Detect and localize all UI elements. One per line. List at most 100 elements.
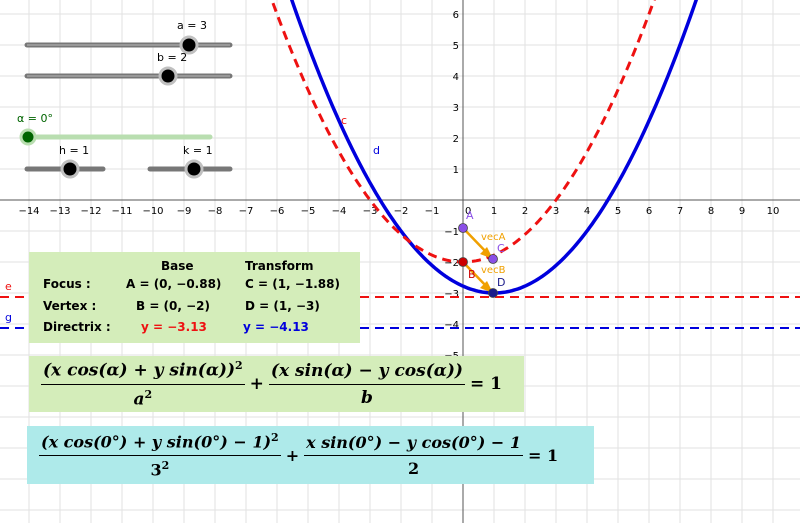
x-tick-label: −12 [80,206,101,217]
y-tick-label: −4 [444,320,459,331]
general-rhs: = 1 [469,374,502,394]
curve-d-label: d [373,144,380,157]
general-fraction-1: (x cos(α) + y sin(α))2 a2 [41,359,245,409]
x-tick-label: −1 [425,206,440,217]
x-tick-label: 1 [491,206,497,217]
point-B[interactable] [458,257,468,267]
slider-a-handle[interactable] [179,35,199,55]
x-tick-label: 4 [584,206,590,217]
specific-den-1-exp: 2 [161,458,170,472]
specific-plus: + [285,445,300,465]
specific-den-1: 3 [150,459,162,479]
slider-b[interactable] [24,66,233,86]
y-tick-label: 2 [453,134,459,145]
focus-base-value: A = (0, −0.88) [126,277,222,291]
x-tick-label: −5 [301,206,316,217]
vertex-label: Vertex : [43,299,97,313]
line-e-label: e [5,280,12,293]
slider-alpha-label: α = 0° [17,112,53,125]
slider-b-label: b = 2 [157,51,187,64]
slider-h-handle[interactable] [60,159,80,179]
x-tick-label: 8 [708,206,714,217]
y-tick-label: 6 [453,10,459,21]
directrix-transform-value: y = −4.13 [243,320,309,334]
y-tick-label: −3 [444,289,459,300]
tick-labels: −14 −13 −12 −11 −10 −9 −8 −7 −6 −5 −4 −3 −2 −1 0 1 2 3 4 5 6… [18,10,779,362]
focus-transform-value: C = (1, −1.88) [245,277,340,291]
focus-vertex-directrix-table: Base Transform Focus : A = (0, −0.88) C … [29,252,360,343]
point-D[interactable] [488,288,498,298]
point-A[interactable] [458,223,468,233]
slider-k[interactable] [147,159,233,179]
header-base: Base [161,259,194,273]
header-transform: Transform [245,259,314,273]
x-tick-label: −8 [208,206,223,217]
general-den-1: a [133,389,145,410]
x-tick-label: −11 [111,206,132,217]
x-tick-label: −9 [177,206,192,217]
line-g-label: g [5,311,12,324]
x-tick-label: −3 [363,206,378,217]
x-tick-label: −7 [239,206,254,217]
point-C-label: C [497,242,505,255]
y-tick-label: 3 [453,103,459,114]
general-den-2: b [360,387,373,408]
general-equation: (x cos(α) + y sin(α))2 a2 + (x sin(α) − … [29,356,524,412]
point-B-label: B [468,268,476,281]
vecA-label: vecA [481,232,506,243]
general-den-1-exp: 2 [144,387,153,401]
slider-a[interactable] [24,35,233,55]
x-tick-label: 5 [615,206,621,217]
slider-h[interactable] [24,159,106,179]
slider-k-label: k = 1 [183,144,213,157]
slider-a-label: a = 3 [177,19,207,32]
x-tick-label: 7 [677,206,683,217]
x-tick-label: −10 [142,206,163,217]
slider-h-label: h = 1 [59,144,89,157]
specific-num-1-exp: 2 [271,431,279,445]
y-tick-label: 5 [453,41,459,52]
x-tick-label: 10 [767,206,780,217]
x-tick-label: 2 [522,206,528,217]
slider-alpha[interactable] [19,128,213,146]
x-tick-label: −6 [270,206,285,217]
general-plus: + [249,374,264,394]
x-tick-label: −14 [18,206,39,217]
general-fraction-2: (x sin(α) − y cos(α)) b [268,361,465,408]
specific-num-2: x sin(0°) − y cos(0°) − 1 [304,433,523,456]
directrix-label: Directrix : [43,320,111,334]
specific-den-2: 2 [407,458,420,478]
general-num-1-exp: 2 [235,358,243,372]
specific-fraction-1: (x cos(0°) + y sin(0°) − 1)2 32 [39,431,281,479]
slider-k-handle[interactable] [184,159,204,179]
y-tick-label: 4 [453,72,459,83]
specific-equation: (x cos(0°) + y sin(0°) − 1)2 32 + x sin(… [27,426,594,484]
x-tick-label: −4 [332,206,347,217]
y-tick-label: 1 [453,165,459,176]
y-tick-label: −2 [444,258,459,269]
x-tick-label: −2 [394,206,409,217]
specific-rhs: = 1 [527,445,559,465]
specific-num-1: (x cos(0°) + y sin(0°) − 1) [41,432,272,452]
x-tick-label: 9 [739,206,745,217]
x-tick-label: −13 [49,206,70,217]
point-D-label: D [497,276,505,289]
general-num-1: (x cos(α) + y sin(α)) [43,360,236,381]
x-tick-label: 6 [646,206,652,217]
slider-b-handle[interactable] [158,66,178,86]
slider-alpha-handle[interactable] [19,128,37,146]
general-num-2: (x sin(α) − y cos(α)) [268,361,465,385]
vecB-label: vecB [481,265,506,276]
specific-fraction-2: x sin(0°) − y cos(0°) − 1 2 [304,433,523,478]
curve-c-label: c [341,114,347,127]
focus-label: Focus : [43,277,91,291]
vector-vecB[interactable] [462,261,489,289]
y-tick-label: −1 [444,227,459,238]
vertex-base-value: B = (0, −2) [136,299,211,313]
x-tick-label: 0 [465,206,471,217]
vertex-transform-value: D = (1, −3) [245,299,320,313]
point-C[interactable] [488,254,498,264]
x-tick-label: 3 [553,206,559,217]
point-A-label: A [466,209,474,222]
